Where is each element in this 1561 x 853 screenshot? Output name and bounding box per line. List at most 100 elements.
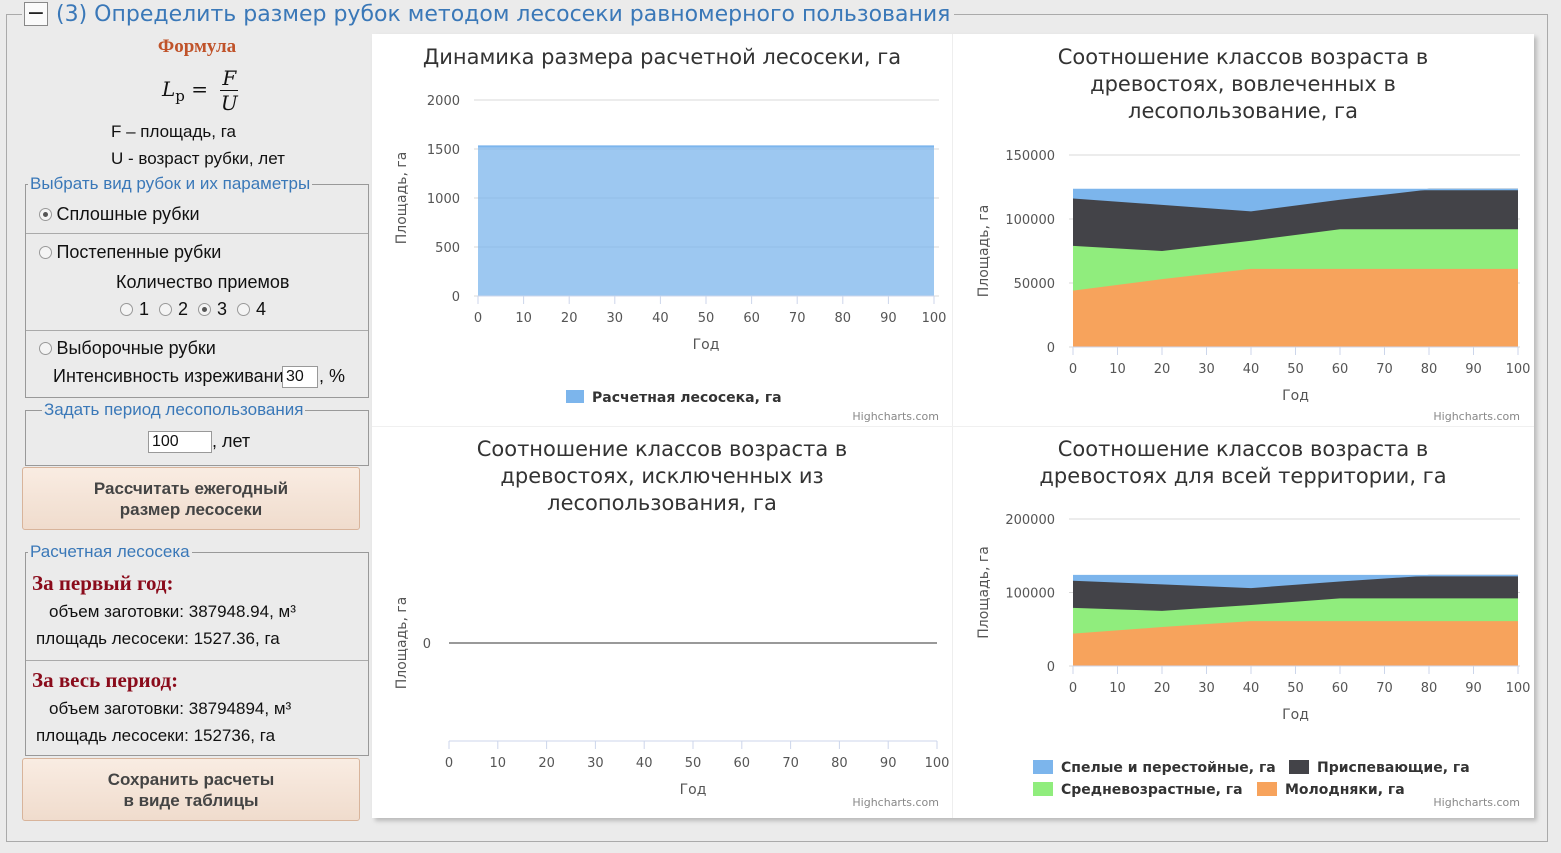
x-tick-label: 0 xyxy=(1069,681,1077,696)
divider xyxy=(26,660,368,661)
intensity-input[interactable] xyxy=(282,366,318,388)
x-tick-label: 20 xyxy=(1154,362,1171,377)
x-tick-label: 90 xyxy=(880,311,897,326)
period-unit: , лет xyxy=(212,431,251,451)
formula-title: Формула xyxy=(157,36,237,57)
x-tick-label: 70 xyxy=(1376,362,1393,377)
x-tick-label: 30 xyxy=(1198,681,1215,696)
legend-item: Расчетная лесосека, га xyxy=(592,390,782,406)
y-tick-label: 50000 xyxy=(1014,277,1055,292)
chart-age-classes-total: Соотношение классов возраста в древостоях… xyxy=(976,437,1531,809)
x-tick-label: 90 xyxy=(1465,362,1482,377)
y-tick-label: 100000 xyxy=(1005,213,1055,228)
x-axis-label: Год xyxy=(1282,707,1309,723)
legend-item: Спелые и перестойные, га xyxy=(1061,760,1276,776)
area-series-green xyxy=(1073,229,1518,291)
x-tick-label: 10 xyxy=(1109,362,1126,377)
period-input[interactable] xyxy=(148,431,212,453)
count-radio-icon[interactable] xyxy=(159,303,173,316)
x-tick-label: 20 xyxy=(538,756,555,771)
calculate-label-1: Рассчитать ежегодный xyxy=(93,478,289,498)
divider xyxy=(26,330,368,331)
count-option-label: 1 xyxy=(139,299,150,319)
intensity-unit: , % xyxy=(319,366,346,386)
x-tick-label: 20 xyxy=(1154,681,1171,696)
period-volume: объем заготовки: 38794894, м³ xyxy=(49,699,292,718)
x-tick-label: 50 xyxy=(1287,681,1304,696)
result-fieldset: Расчетная лесосека За первый год: объем … xyxy=(25,542,369,756)
y-tick-label: 0 xyxy=(1047,341,1055,356)
radio-clear-cutting[interactable]: Сплошные рубки xyxy=(39,204,200,225)
count-option-1[interactable]: 1 xyxy=(120,299,150,319)
chart-title: древостоях, вовлеченных в xyxy=(1090,72,1396,96)
first-year-volume: объем заготовки: 387948.94, м³ xyxy=(49,602,296,621)
x-tick-label: 70 xyxy=(1376,681,1393,696)
count-option-label: 2 xyxy=(178,299,189,319)
radio-selective-label: Выборочные рубки xyxy=(56,338,216,358)
chart-title: Соотношение классов возраста в xyxy=(477,437,848,461)
count-radio-icon[interactable] xyxy=(120,303,133,316)
count-option-4[interactable]: 4 xyxy=(237,299,267,319)
chart-title: лесопользование, га xyxy=(1128,99,1358,123)
count-options: 1 2 3 4 xyxy=(120,299,276,320)
count-option-3[interactable]: 3 xyxy=(198,299,228,319)
x-tick-label: 10 xyxy=(490,756,507,771)
calculate-button[interactable]: Рассчитать ежегодный размер лесосеки xyxy=(22,467,360,530)
collapse-button[interactable]: − xyxy=(24,2,48,26)
x-tick-label: 50 xyxy=(1287,362,1304,377)
formula-fraction: F U xyxy=(220,66,239,115)
radio-gradual-icon[interactable] xyxy=(39,246,52,259)
y-tick-label: 2000 xyxy=(427,94,460,109)
x-tick-label: 80 xyxy=(1421,362,1438,377)
x-tick-label: 50 xyxy=(685,756,702,771)
radio-selective-icon[interactable] xyxy=(39,342,52,355)
radio-clear-label: Сплошные рубки xyxy=(56,204,200,224)
count-label: Количество приемов xyxy=(116,272,290,292)
y-tick-label: 1000 xyxy=(427,192,460,207)
x-tick-label: 90 xyxy=(880,756,897,771)
x-tick-label: 70 xyxy=(789,311,806,326)
save-table-button[interactable]: Сохранить расчеты в виде таблицы xyxy=(22,758,360,821)
count-option-label: 3 xyxy=(217,299,228,319)
count-radio-icon[interactable] xyxy=(198,303,212,316)
x-tick-label: 40 xyxy=(1243,681,1260,696)
first-year-title: За первый год: xyxy=(32,571,174,595)
x-tick-label: 100 xyxy=(1506,362,1531,377)
cut-type-legend: Выбрать вид рубок и их параметры xyxy=(28,174,313,194)
y-tick-label: 1500 xyxy=(427,143,460,158)
section-title: (3) Определить размер рубок методом лесо… xyxy=(56,1,951,27)
x-tick-label: 0 xyxy=(1069,362,1077,377)
calculate-label-2: размер лесосеки xyxy=(119,499,263,519)
chart-age-classes-involved: Соотношение классов возраста в древостоях… xyxy=(976,45,1531,423)
cut-type-fieldset: Выбрать вид рубок и их параметры Сплошны… xyxy=(25,174,369,398)
x-tick-label: 30 xyxy=(1198,362,1215,377)
y-tick-label: 150000 xyxy=(1005,149,1055,164)
legend-swatch xyxy=(1033,782,1053,796)
chart-cut-area-dynamics: Динамика размера расчетной лесосеки, га 0… xyxy=(394,45,946,423)
chart-title: древостоях, исключенных из xyxy=(500,464,823,488)
radio-clear-icon[interactable] xyxy=(39,208,52,221)
radio-gradual-label: Постепенные рубки xyxy=(56,242,222,262)
first-year-area: площадь лесосеки: 1527.36, га xyxy=(36,629,280,648)
count-radio-icon[interactable] xyxy=(237,303,251,316)
x-tick-label: 70 xyxy=(782,756,799,771)
highcharts-credit: Highcharts.com xyxy=(852,410,939,423)
x-tick-label: 100 xyxy=(925,756,950,771)
count-option-2[interactable]: 2 xyxy=(159,299,189,319)
formula-numerator: F xyxy=(220,66,239,91)
x-tick-label: 60 xyxy=(743,311,760,326)
y-tick-label: 0 xyxy=(452,290,460,305)
chart-title: Динамика размера расчетной лесосеки, га xyxy=(423,45,901,69)
radio-selective-cutting[interactable]: Выборочные рубки xyxy=(39,338,216,359)
count-option-label: 4 xyxy=(256,299,267,319)
formula-lhs-sub: р xyxy=(175,87,185,105)
y-tick-label: 0 xyxy=(1047,660,1055,675)
formula-def-u: U - возраст рубки, лет xyxy=(111,149,285,168)
formula-def-f: F – площадь, га xyxy=(111,122,237,141)
x-tick-label: 60 xyxy=(734,756,751,771)
radio-gradual-cutting[interactable]: Постепенные рубки xyxy=(39,242,221,263)
x-tick-label: 30 xyxy=(587,756,604,771)
highcharts-credit: Highcharts.com xyxy=(852,796,939,809)
formula-lhs: L xyxy=(162,77,176,101)
x-tick-label: 100 xyxy=(1506,681,1531,696)
